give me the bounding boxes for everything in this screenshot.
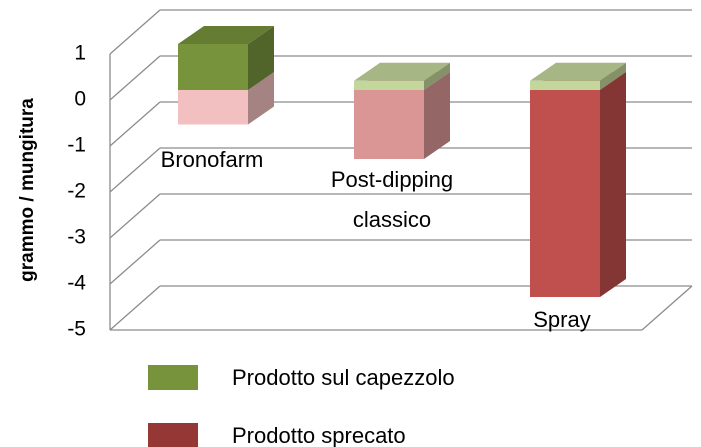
bar-side (248, 26, 274, 90)
y-tick-label: -5 (67, 318, 86, 341)
bar-top (178, 26, 274, 44)
bar (178, 44, 248, 90)
bar (354, 90, 424, 159)
y-tick-label: -2 (67, 180, 86, 203)
floor-line (641, 285, 693, 331)
legend-label: Prodotto sul capezzolo (232, 365, 455, 390)
y-tick-label: 1 (74, 42, 86, 65)
bar-top (354, 62, 450, 81)
legend-label: Prodotto sprecato (232, 423, 406, 447)
category-label: Post-dipping classico (330, 167, 454, 232)
y-tick-label: -3 (67, 226, 86, 249)
y-axis-label: grammo / mungitura (17, 98, 38, 282)
grid-line-side (109, 239, 161, 285)
legend-swatch (148, 365, 198, 390)
grid-line-side (109, 285, 161, 331)
bar-side (248, 72, 274, 125)
grid-line-side (109, 9, 161, 55)
bar (178, 90, 248, 125)
y-tick-label: 0 (74, 88, 86, 111)
y-tick-label: -4 (67, 272, 86, 295)
y-tick-label: -1 (67, 134, 86, 157)
bar (530, 90, 600, 297)
category-label: Spray (533, 307, 591, 332)
bar-side (600, 72, 626, 297)
category-label: Bronofarm (160, 147, 264, 172)
bar-top (530, 62, 626, 81)
bar (354, 80, 424, 90)
bar-side (424, 72, 450, 159)
grid-line-side (109, 193, 161, 239)
bar (530, 80, 600, 90)
grid-line-side (109, 147, 161, 193)
bar-side (600, 62, 626, 90)
grid-line-side (109, 101, 161, 147)
bar-side (424, 62, 450, 90)
grid-line-side (109, 55, 161, 101)
legend-swatch (148, 423, 198, 447)
